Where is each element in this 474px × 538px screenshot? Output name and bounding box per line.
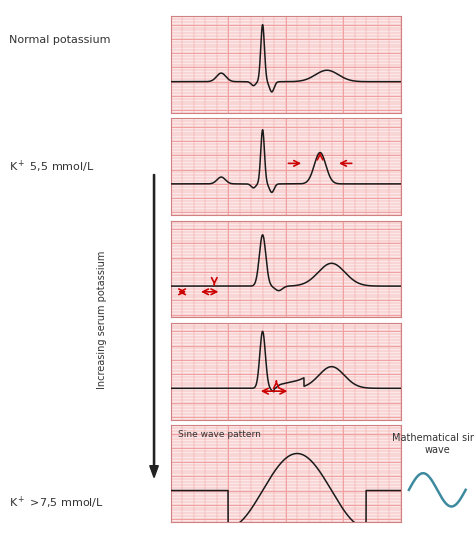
Text: Mathematical sine
wave: Mathematical sine wave: [392, 433, 474, 455]
Text: Normal potassium: Normal potassium: [9, 36, 111, 45]
Text: Sine wave pattern: Sine wave pattern: [178, 430, 260, 439]
Text: Increasing serum potassium: Increasing serum potassium: [97, 251, 107, 390]
Text: K$^+$ >7,5 mmol/L: K$^+$ >7,5 mmol/L: [9, 494, 104, 511]
Text: K$^+$ 5,5 mmol/L: K$^+$ 5,5 mmol/L: [9, 159, 95, 175]
